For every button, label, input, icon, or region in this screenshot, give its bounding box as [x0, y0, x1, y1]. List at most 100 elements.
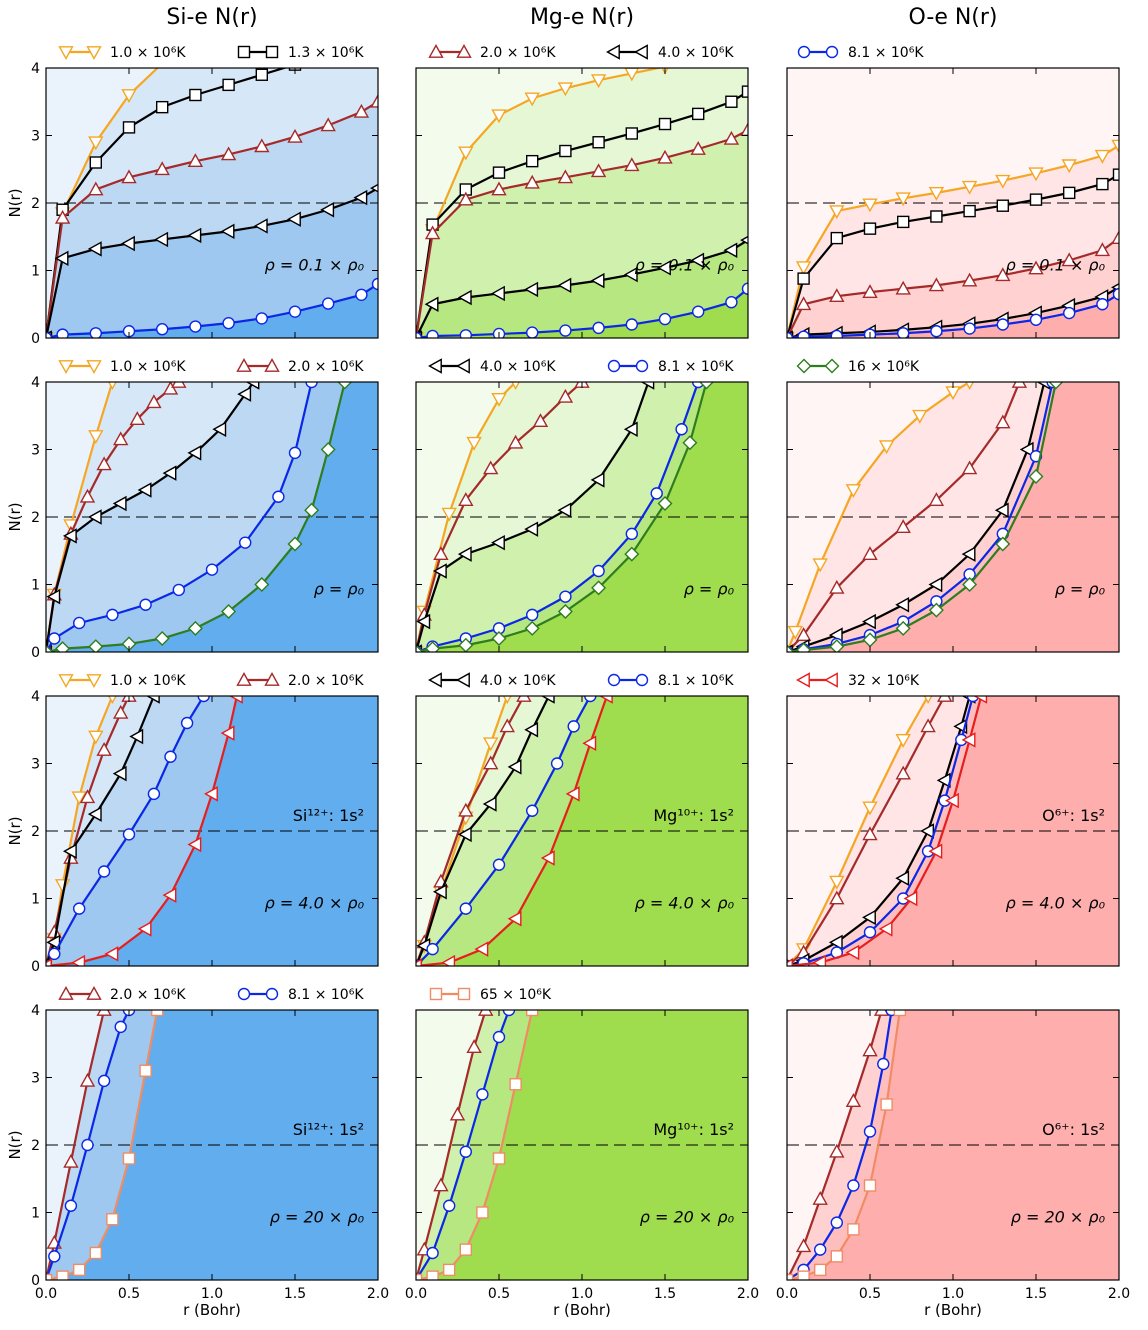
data-point [54, 250, 69, 267]
series-line [416, 696, 550, 966]
data-point [79, 488, 96, 503]
data-point [965, 382, 975, 390]
data-point [692, 107, 705, 121]
data-point [557, 604, 573, 619]
data-point [180, 716, 194, 730]
plot-area [46, 1010, 378, 1280]
data-point [474, 941, 489, 957]
data-point [624, 157, 640, 172]
y-tick-label: 3 [31, 757, 40, 773]
data-point [996, 318, 1009, 331]
data-point [623, 266, 638, 283]
data-point [598, 696, 613, 704]
data-point [457, 826, 472, 843]
data-point [482, 796, 497, 812]
data-point [97, 1074, 111, 1088]
data-point [81, 1138, 94, 1152]
density-label: ρ = 4.0 × ρ₀ [1006, 894, 1106, 913]
data-point [187, 836, 202, 853]
data-point [540, 696, 555, 704]
data-point [432, 884, 447, 900]
legend-marker [796, 358, 812, 374]
data-point [930, 325, 943, 338]
data-point [625, 127, 638, 140]
legend-marker [237, 45, 251, 59]
data-point [796, 642, 812, 652]
data-point [845, 484, 862, 498]
data-point [961, 460, 978, 475]
data-point [847, 1179, 860, 1192]
data-point [287, 128, 303, 143]
panel-9: 0 1 2 3 4 N(r) 0.0 0.5 1.0 1.5 2.0 r (Bohr) ρ = 20 ×… [6, 1003, 389, 1319]
series-line [787, 144, 1119, 338]
data-point [228, 696, 243, 704]
data-point [121, 169, 137, 184]
data-point [1096, 177, 1109, 191]
data-point [222, 316, 235, 330]
data-point [220, 223, 235, 240]
data-point [187, 620, 203, 636]
y-axis-label: N(r) [6, 816, 24, 845]
data-point [524, 722, 539, 738]
data-point [466, 436, 482, 451]
data-point [288, 305, 302, 318]
data-point [690, 252, 705, 269]
data-point [961, 546, 976, 562]
legend-marker [86, 360, 102, 374]
data-point [492, 166, 506, 179]
data-point [862, 198, 878, 213]
data-point [961, 732, 976, 748]
legend-label: 8.1 × 10⁶K [658, 673, 734, 689]
data-point [795, 627, 812, 642]
legend-label: 8.1 × 10⁶K [288, 987, 364, 1003]
data-point [590, 472, 605, 488]
data-point [1096, 298, 1109, 311]
plot-area [416, 696, 748, 966]
data-point [89, 1246, 103, 1260]
data-point [590, 272, 605, 289]
data-point [880, 1098, 893, 1111]
density-label: ρ = 20 × ρ₀ [270, 1208, 365, 1227]
data-point [928, 492, 945, 507]
data-point [862, 613, 876, 630]
data-point [862, 284, 878, 298]
data-point [502, 1010, 516, 1017]
column-title: O-e N(r) [908, 5, 997, 30]
x-axis-label: r (Bohr) [924, 1301, 982, 1319]
legend-marker [824, 672, 838, 688]
data-point [812, 1191, 828, 1205]
data-point [48, 632, 61, 645]
y-tick-label: 4 [31, 1003, 40, 1019]
data-point [516, 696, 532, 702]
y-tick-label: 4 [31, 61, 40, 77]
data-point [540, 850, 555, 866]
legend-marker [456, 358, 470, 374]
data-point [862, 546, 878, 561]
data-point [1061, 252, 1077, 267]
data-point [171, 382, 187, 388]
legend-marker [86, 674, 102, 688]
data-point [146, 394, 162, 409]
data-point [89, 156, 103, 169]
data-point [443, 1199, 456, 1212]
data-point [426, 1270, 439, 1280]
data-point [304, 502, 320, 518]
data-point [63, 1153, 79, 1168]
data-point [640, 382, 655, 390]
data-point [584, 696, 597, 703]
data-point [524, 620, 540, 636]
data-point [723, 130, 740, 145]
panel-10: 0.0 0.5 1.0 1.5 2.0 r (Bohr) ρ = 20 × ρ₀ Mg¹⁰⁺:… [405, 1009, 759, 1319]
x-tick-label: 0.5 [118, 1286, 140, 1302]
data-point [1028, 167, 1044, 182]
legend-marker [429, 987, 443, 1001]
data-point [87, 509, 102, 525]
y-tick-label: 1 [31, 264, 40, 280]
data-point [370, 93, 378, 108]
data-point [164, 750, 177, 763]
data-point [56, 328, 69, 338]
area-fill [46, 68, 378, 338]
data-point [725, 95, 738, 108]
legend-label: 2.0 × 10⁶K [288, 359, 364, 375]
